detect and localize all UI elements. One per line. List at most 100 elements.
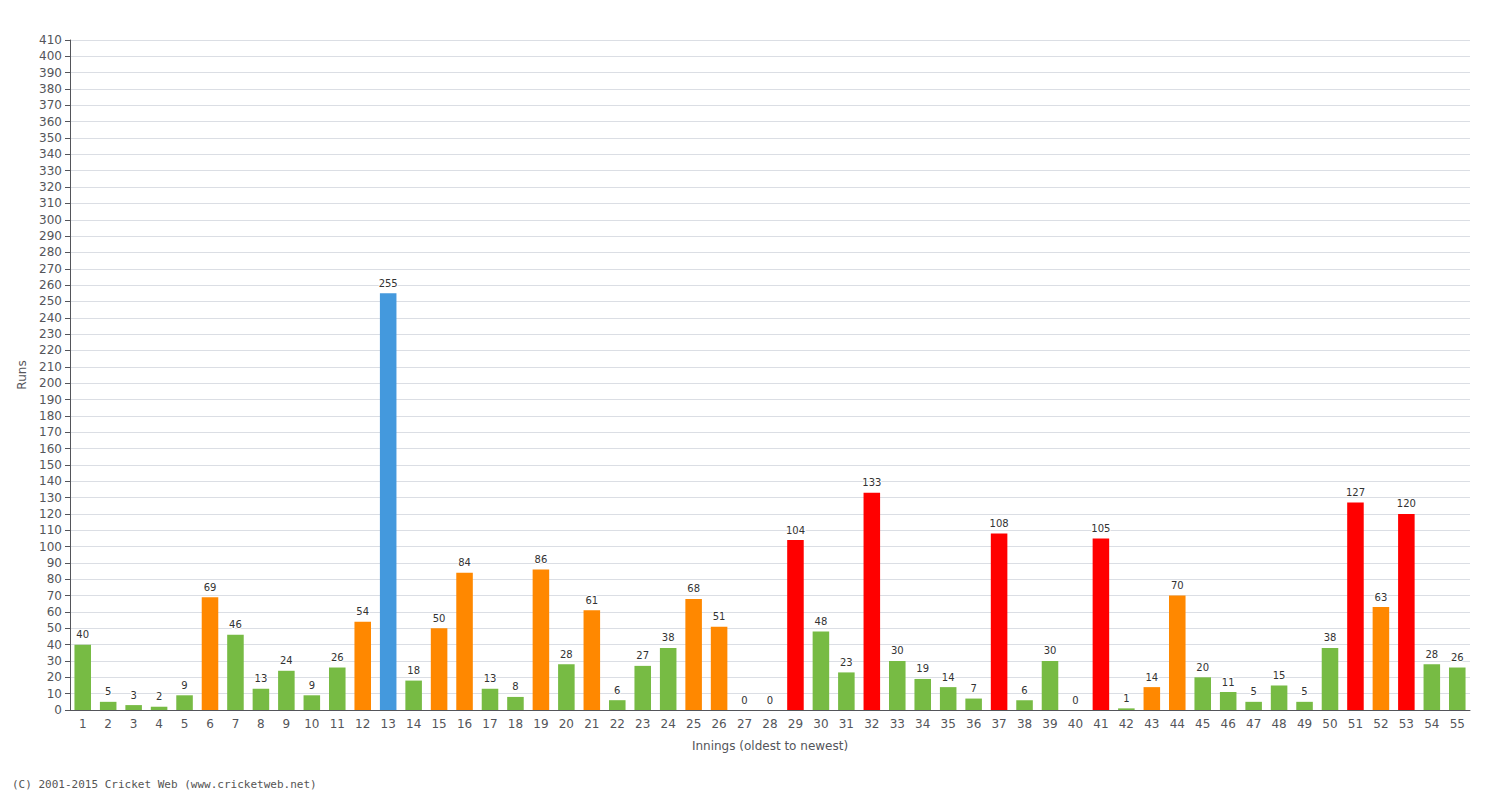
svg-text:6: 6 [614,685,620,696]
svg-text:46: 46 [229,619,242,630]
svg-text:15: 15 [431,717,446,731]
svg-text:14: 14 [942,672,955,683]
svg-text:170: 170 [39,425,62,439]
svg-text:33: 33 [890,717,905,731]
svg-text:61: 61 [585,595,598,606]
svg-text:5: 5 [181,717,189,731]
svg-text:22: 22 [610,717,625,731]
svg-text:50: 50 [1322,717,1337,731]
svg-text:5: 5 [1301,686,1307,697]
svg-text:380: 380 [39,82,62,96]
svg-text:20: 20 [1196,662,1209,673]
svg-text:47: 47 [1246,717,1261,731]
svg-text:400: 400 [39,49,62,63]
svg-text:29: 29 [788,717,803,731]
svg-text:38: 38 [1017,717,1032,731]
svg-text:220: 220 [39,343,62,357]
svg-text:84: 84 [458,557,471,568]
svg-text:255: 255 [379,278,398,289]
svg-text:14: 14 [406,717,421,731]
svg-text:230: 230 [39,327,62,341]
svg-text:2: 2 [156,691,162,702]
svg-text:13: 13 [381,717,396,731]
svg-text:240: 240 [39,311,62,325]
svg-text:36: 36 [966,717,981,731]
svg-text:55: 55 [1450,717,1465,731]
svg-text:290: 290 [39,229,62,243]
svg-text:20: 20 [47,670,62,684]
svg-text:180: 180 [39,409,62,423]
svg-text:24: 24 [280,655,293,666]
svg-text:28: 28 [1425,649,1438,660]
svg-text:210: 210 [39,360,62,374]
svg-text:18: 18 [508,717,523,731]
svg-text:11: 11 [1222,677,1235,688]
svg-text:5: 5 [1250,686,1256,697]
svg-text:42: 42 [1119,717,1134,731]
svg-text:27: 27 [636,650,649,661]
svg-text:0: 0 [54,703,62,717]
svg-text:37: 37 [991,717,1006,731]
svg-text:14: 14 [1145,672,1158,683]
svg-text:360: 360 [39,115,62,129]
svg-text:48: 48 [815,616,828,627]
svg-text:9: 9 [283,717,291,731]
svg-text:0: 0 [1072,695,1078,706]
svg-text:Runs: Runs [15,360,29,389]
svg-text:Innings (oldest to newest): Innings (oldest to newest) [692,739,848,753]
svg-text:63: 63 [1375,592,1388,603]
svg-text:70: 70 [1171,580,1184,591]
svg-text:100: 100 [39,540,62,554]
svg-text:280: 280 [39,245,62,259]
svg-text:69: 69 [204,582,217,593]
svg-text:25: 25 [686,717,701,731]
svg-text:3: 3 [130,690,136,701]
svg-text:23: 23 [840,657,853,668]
svg-text:2: 2 [104,717,112,731]
svg-text:13: 13 [255,673,268,684]
svg-text:27: 27 [737,717,752,731]
svg-text:260: 260 [39,278,62,292]
svg-text:4: 4 [155,717,163,731]
svg-text:44: 44 [1170,717,1185,731]
svg-text:60: 60 [47,605,62,619]
svg-text:34: 34 [915,717,930,731]
svg-text:48: 48 [1271,717,1286,731]
svg-text:26: 26 [331,652,344,663]
svg-text:41: 41 [1093,717,1108,731]
svg-text:9: 9 [309,680,315,691]
svg-text:390: 390 [39,66,62,80]
svg-text:28: 28 [560,649,573,660]
svg-text:31: 31 [839,717,854,731]
svg-text:7: 7 [970,683,976,694]
svg-text:200: 200 [39,376,62,390]
svg-text:270: 270 [39,262,62,276]
svg-text:16: 16 [457,717,472,731]
svg-text:30: 30 [813,717,828,731]
svg-text:9: 9 [181,680,187,691]
svg-text:17: 17 [482,717,497,731]
svg-text:46: 46 [1221,717,1236,731]
svg-text:18: 18 [407,665,420,676]
svg-text:1: 1 [79,717,87,731]
svg-text:30: 30 [47,654,62,668]
svg-text:86: 86 [535,554,548,565]
svg-text:40: 40 [47,638,62,652]
svg-text:49: 49 [1297,717,1312,731]
svg-text:5: 5 [105,686,111,697]
svg-text:10: 10 [47,687,62,701]
svg-text:(C) 2001-2015 Cricket Web (www: (C) 2001-2015 Cricket Web (www.cricketwe… [12,778,317,791]
svg-text:330: 330 [39,164,62,178]
svg-text:38: 38 [1324,632,1337,643]
svg-text:120: 120 [1397,498,1416,509]
svg-text:39: 39 [1042,717,1057,731]
svg-text:127: 127 [1346,487,1365,498]
svg-text:12: 12 [355,717,370,731]
svg-text:53: 53 [1399,717,1414,731]
svg-text:45: 45 [1195,717,1210,731]
svg-text:28: 28 [762,717,777,731]
svg-text:68: 68 [687,583,700,594]
svg-text:120: 120 [39,507,62,521]
svg-text:80: 80 [47,572,62,586]
svg-text:51: 51 [1348,717,1363,731]
